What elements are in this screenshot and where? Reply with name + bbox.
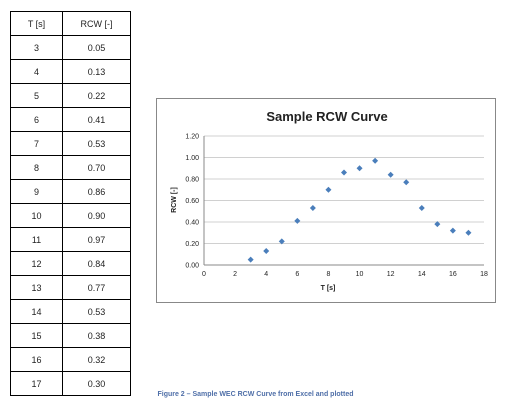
table-row: 17 0.30 xyxy=(10,371,131,396)
data-point xyxy=(418,205,425,212)
table-row: 16 0.32 xyxy=(10,347,131,372)
rcw-scatter-chart: Sample RCW Curve 0.00 0.20 0.40 0.60 0.80 1.0… xyxy=(171,109,488,292)
figure-caption: Figure 2 – Sample WEC RCW Curve from Exc… xyxy=(157,391,354,398)
period-cell: 17 xyxy=(10,371,63,396)
y-tick-label: 0.80 xyxy=(185,177,199,184)
period-cell: 4 xyxy=(10,59,63,84)
period-cell: 5 xyxy=(10,83,63,108)
rcw-cell: 0.38 xyxy=(62,323,131,348)
data-point xyxy=(341,169,347,176)
y-tick-label: 0.20 xyxy=(185,241,199,248)
chart-title: Sample RCW Curve xyxy=(266,109,387,124)
x-tick-label: 6 xyxy=(295,271,299,278)
table-row: 6 0.41 xyxy=(10,107,131,132)
table-header-row: T [s] RCW [-] xyxy=(10,11,131,36)
x-tick-label: 4 xyxy=(264,271,268,278)
data-point xyxy=(387,171,394,178)
y-tick-label: 0.00 xyxy=(185,263,199,270)
data-point xyxy=(309,205,316,212)
header-rcw: RCW [-] xyxy=(62,11,131,36)
data-point xyxy=(403,179,410,186)
table-row: 7 0.53 xyxy=(10,131,131,156)
table-row: 11 0.97 xyxy=(10,227,131,252)
period-cell: 9 xyxy=(10,179,63,204)
data-point xyxy=(465,229,472,236)
table-row: 13 0.77 xyxy=(10,275,131,300)
rcw-cell: 0.22 xyxy=(62,83,131,108)
period-cell: 13 xyxy=(10,275,63,300)
table-row: 14 0.53 xyxy=(10,299,131,324)
y-tick-label: 0.60 xyxy=(185,198,199,205)
y-tick-label: 1.00 xyxy=(185,155,199,162)
rcw-cell: 0.90 xyxy=(62,203,131,228)
rcw-cell: 0.30 xyxy=(62,371,131,396)
period-cell: 16 xyxy=(10,347,63,372)
data-point xyxy=(294,217,301,224)
x-tick-label: 0 xyxy=(202,271,206,278)
rcw-cell: 0.86 xyxy=(62,179,131,204)
period-cell: 8 xyxy=(10,155,63,180)
period-cell: 7 xyxy=(10,131,63,156)
x-tick-label: 10 xyxy=(356,271,364,278)
x-tick-label: 12 xyxy=(387,271,395,278)
rcw-cell: 0.53 xyxy=(62,131,131,156)
data-point xyxy=(449,227,456,234)
header-period: T [s] xyxy=(10,11,63,36)
y-tick-label: 1.20 xyxy=(185,134,199,141)
rcw-cell: 0.05 xyxy=(62,35,131,60)
x-tick-label: 14 xyxy=(418,271,426,278)
table-row: 5 0.22 xyxy=(10,83,131,108)
table-row: 4 0.13 xyxy=(10,59,131,84)
table-row: 9 0.86 xyxy=(10,179,131,204)
table-row: 10 0.90 xyxy=(10,203,131,228)
x-axis-label: T [s] xyxy=(321,285,336,292)
rcw-cell: 0.84 xyxy=(62,251,131,276)
data-point xyxy=(247,256,254,263)
data-point xyxy=(372,157,379,164)
table-row: 8 0.70 xyxy=(10,155,131,180)
y-tick-label: 0.40 xyxy=(185,220,199,227)
period-cell: 14 xyxy=(10,299,63,324)
x-tick-label: 2 xyxy=(233,271,237,278)
rcw-cell: 0.97 xyxy=(62,227,131,252)
chart-area: Sample RCW Curve 0.00 0.20 0.40 0.60 0.80 1.0… xyxy=(156,98,496,303)
period-cell: 11 xyxy=(10,227,63,252)
period-cell: 12 xyxy=(10,251,63,276)
rcw-cell: 0.13 xyxy=(62,59,131,84)
rcw-cell: 0.53 xyxy=(62,299,131,324)
rcw-cell: 0.32 xyxy=(62,347,131,372)
rcw-data-table: T [s] RCW [-] 3 0.05 4 0.13 5 0.22 6 0.41 7 0.53 8… xyxy=(10,11,131,396)
x-tick-label: 18 xyxy=(480,271,488,278)
period-cell: 6 xyxy=(10,107,63,132)
rcw-cell: 0.41 xyxy=(62,107,131,132)
rcw-cell: 0.77 xyxy=(62,275,131,300)
data-point xyxy=(263,248,270,255)
x-tick-label: 8 xyxy=(326,271,330,278)
table-row: 12 0.84 xyxy=(10,251,131,276)
table-row: 15 0.38 xyxy=(10,323,131,348)
period-cell: 3 xyxy=(10,35,63,60)
table-row: 3 0.05 xyxy=(10,35,131,60)
data-point xyxy=(356,165,363,172)
y-axis-label: RCW [-] xyxy=(171,187,178,213)
x-tick-label: 16 xyxy=(449,271,457,278)
period-cell: 10 xyxy=(10,203,63,228)
data-point xyxy=(434,221,441,228)
data-point xyxy=(278,238,285,245)
period-cell: 15 xyxy=(10,323,63,348)
data-point xyxy=(325,186,332,193)
rcw-cell: 0.70 xyxy=(62,155,131,180)
